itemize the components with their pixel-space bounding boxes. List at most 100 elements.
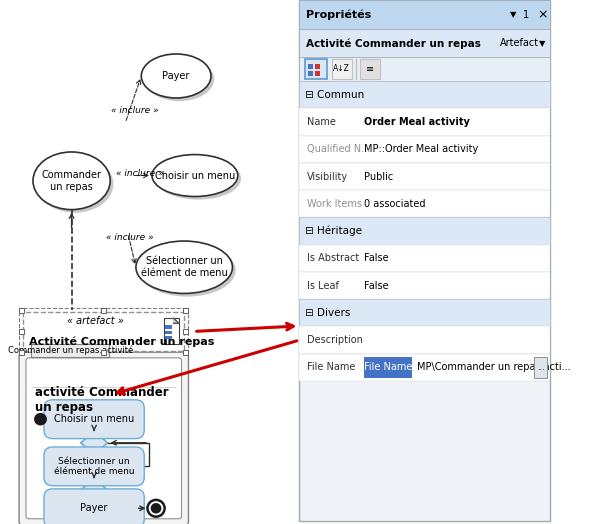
Text: Sélectionner un
élément de menu: Sélectionner un élément de menu bbox=[54, 456, 134, 476]
Text: « inclure »: « inclure » bbox=[111, 105, 158, 115]
Bar bbox=[332, 59, 352, 79]
Text: Payer: Payer bbox=[80, 503, 108, 514]
Bar bbox=[308, 64, 313, 69]
Bar bbox=[101, 308, 106, 313]
Bar bbox=[315, 64, 320, 69]
Bar bbox=[19, 308, 189, 355]
Ellipse shape bbox=[33, 152, 110, 210]
Text: 1: 1 bbox=[523, 9, 530, 20]
Text: Order Meal activity: Order Meal activity bbox=[364, 117, 470, 127]
Text: « inclure »: « inclure » bbox=[116, 169, 164, 179]
Text: ⊟ Divers: ⊟ Divers bbox=[305, 308, 350, 318]
Text: Is Leaf: Is Leaf bbox=[307, 280, 339, 291]
Circle shape bbox=[148, 500, 165, 517]
Ellipse shape bbox=[145, 57, 214, 101]
Text: ...: ... bbox=[537, 363, 545, 372]
Bar bbox=[300, 272, 550, 299]
Bar bbox=[300, 354, 550, 381]
Text: MP\Commander un repas.acti...: MP\Commander un repas.acti... bbox=[417, 362, 571, 373]
Bar bbox=[165, 331, 172, 334]
Text: False: False bbox=[364, 253, 388, 264]
Text: Is Abstract: Is Abstract bbox=[307, 253, 359, 264]
Text: Artefact: Artefact bbox=[499, 38, 538, 49]
Polygon shape bbox=[81, 431, 108, 454]
Polygon shape bbox=[174, 318, 179, 323]
Bar bbox=[183, 329, 189, 334]
Bar bbox=[300, 57, 550, 81]
Text: Qualified N...: Qualified N... bbox=[307, 144, 370, 155]
Text: ▼: ▼ bbox=[509, 10, 516, 19]
Bar bbox=[165, 336, 172, 339]
Bar bbox=[359, 59, 380, 79]
Bar bbox=[300, 0, 550, 29]
Text: ×: × bbox=[537, 8, 548, 21]
Text: Sélectionner un
élément de menu: Sélectionner un élément de menu bbox=[141, 256, 228, 278]
Bar bbox=[31, 344, 109, 357]
Circle shape bbox=[151, 503, 161, 514]
Bar bbox=[315, 71, 320, 76]
Bar bbox=[19, 329, 24, 334]
Text: ⊟ Héritage: ⊟ Héritage bbox=[305, 226, 362, 236]
Bar bbox=[300, 29, 550, 57]
Text: ▼: ▼ bbox=[539, 39, 545, 48]
Bar bbox=[183, 308, 189, 313]
Text: Name: Name bbox=[307, 117, 336, 127]
Bar bbox=[23, 312, 184, 351]
FancyBboxPatch shape bbox=[44, 400, 144, 439]
Bar bbox=[300, 108, 550, 136]
Circle shape bbox=[34, 413, 47, 425]
FancyBboxPatch shape bbox=[26, 358, 181, 519]
Bar bbox=[300, 299, 550, 326]
Bar bbox=[308, 71, 313, 76]
Ellipse shape bbox=[141, 54, 211, 98]
Bar bbox=[300, 217, 550, 245]
Text: Activité Commander un repas: Activité Commander un repas bbox=[29, 336, 214, 347]
Bar bbox=[19, 350, 24, 355]
Bar bbox=[300, 326, 550, 354]
Text: Payer: Payer bbox=[163, 71, 190, 81]
Bar bbox=[300, 0, 550, 521]
Ellipse shape bbox=[155, 158, 241, 200]
Text: Commander
un repas: Commander un repas bbox=[41, 170, 102, 192]
FancyBboxPatch shape bbox=[44, 447, 144, 486]
Bar bbox=[165, 325, 172, 329]
Text: Choisir un menu: Choisir un menu bbox=[155, 170, 235, 181]
Text: Public: Public bbox=[364, 171, 393, 182]
Text: ⊟ Commun: ⊟ Commun bbox=[305, 90, 364, 100]
Text: Choisir un menu: Choisir un menu bbox=[54, 414, 134, 424]
FancyBboxPatch shape bbox=[19, 352, 189, 524]
Bar bbox=[300, 163, 550, 190]
Text: ≡: ≡ bbox=[366, 63, 374, 74]
Text: File Name: File Name bbox=[364, 362, 412, 373]
Text: « inclure »: « inclure » bbox=[106, 233, 153, 242]
Bar bbox=[101, 350, 106, 355]
Ellipse shape bbox=[136, 241, 232, 293]
Ellipse shape bbox=[139, 244, 236, 297]
Bar bbox=[164, 318, 179, 344]
Text: Description: Description bbox=[307, 335, 363, 345]
Text: activité Commander
un repas: activité Commander un repas bbox=[35, 386, 169, 413]
Text: False: False bbox=[364, 280, 388, 291]
Text: 0 associated: 0 associated bbox=[364, 199, 426, 209]
Text: Activité Commander un repas: Activité Commander un repas bbox=[306, 38, 481, 49]
Text: Propriétés: Propriétés bbox=[306, 9, 371, 20]
Text: Work Items: Work Items bbox=[307, 199, 362, 209]
Text: « artefact »: « artefact » bbox=[67, 316, 124, 326]
Bar bbox=[364, 357, 412, 378]
Ellipse shape bbox=[152, 155, 238, 196]
Text: MP::Order Meal activity: MP::Order Meal activity bbox=[364, 144, 478, 155]
Bar bbox=[183, 350, 189, 355]
Bar bbox=[300, 190, 550, 217]
Text: File Name: File Name bbox=[307, 362, 355, 373]
Bar bbox=[300, 245, 550, 272]
Bar bbox=[534, 357, 547, 378]
Bar bbox=[19, 308, 24, 313]
Text: Commander un repas.activité: Commander un repas.activité bbox=[8, 345, 133, 355]
Polygon shape bbox=[81, 478, 108, 501]
Ellipse shape bbox=[36, 155, 113, 213]
Text: Visibility: Visibility bbox=[307, 171, 348, 182]
FancyBboxPatch shape bbox=[44, 489, 144, 524]
Text: A↓Z: A↓Z bbox=[333, 64, 350, 73]
Bar bbox=[305, 59, 327, 79]
Bar bbox=[300, 81, 550, 108]
